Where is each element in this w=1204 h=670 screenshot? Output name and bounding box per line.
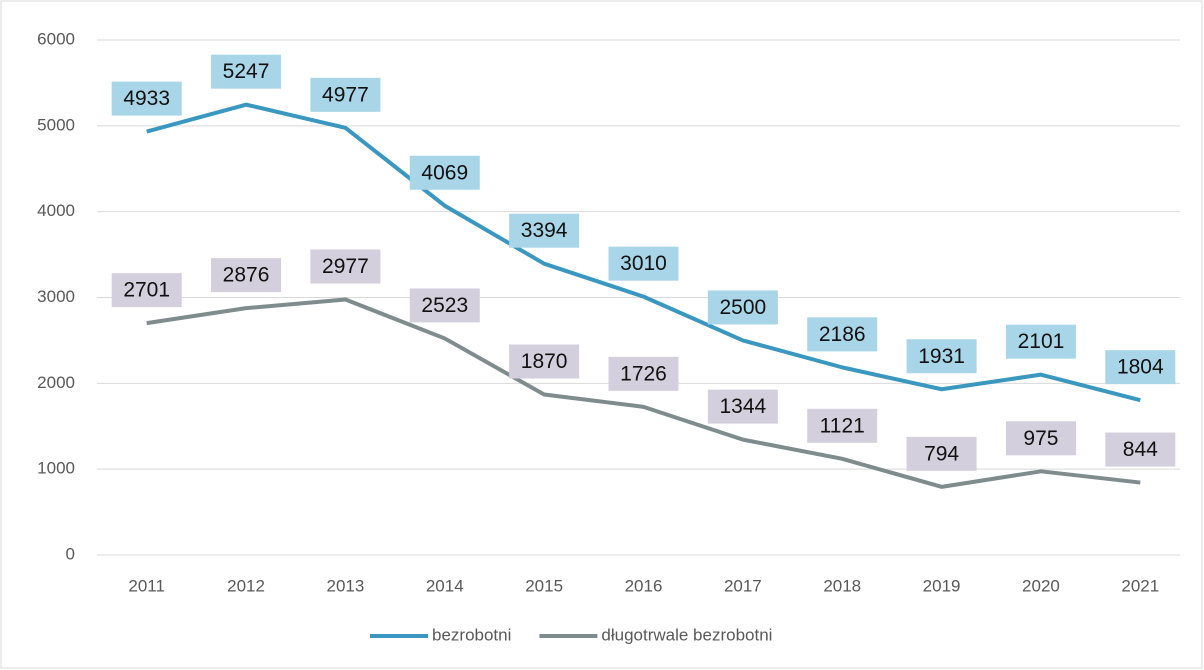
- data-label: 2701: [123, 279, 170, 302]
- data-label: 2500: [720, 296, 767, 319]
- data-label: 2101: [1018, 330, 1065, 353]
- data-label: 2876: [223, 264, 270, 287]
- x-tick-label: 2013: [326, 576, 364, 595]
- x-tick-label: 2021: [1121, 576, 1159, 595]
- data-label-box: [1005, 324, 1076, 359]
- data-label: 2186: [819, 323, 866, 346]
- data-label: 844: [1123, 438, 1158, 461]
- data-label: 1726: [620, 362, 667, 385]
- data-label: 1870: [521, 350, 568, 373]
- x-tick-label: 2015: [525, 576, 563, 595]
- y-tick-label: 1000: [37, 459, 75, 478]
- data-label: 1121: [820, 414, 865, 437]
- data-label: 794: [924, 442, 959, 465]
- x-tick-label: 2020: [1022, 576, 1060, 595]
- data-label: 5247: [223, 60, 270, 83]
- data-label: 1344: [720, 395, 767, 418]
- x-tick-label: 2018: [823, 576, 861, 595]
- y-tick-label: 4000: [37, 201, 75, 220]
- data-label-box: [608, 356, 679, 391]
- data-label-box: [1105, 432, 1176, 467]
- data-label: 2977: [322, 255, 369, 278]
- x-tick-label: 2016: [625, 576, 663, 595]
- series-line: [146, 102, 1141, 403]
- data-label-box: [906, 339, 977, 374]
- y-tick-label: 3000: [37, 287, 75, 306]
- data-label-box: [608, 246, 679, 281]
- legend-label: bezrobotni: [432, 625, 511, 644]
- x-tick-label: 2012: [227, 576, 265, 595]
- data-label-box: [111, 273, 182, 308]
- data-label: 3394: [521, 219, 568, 242]
- data-label-box: [111, 81, 182, 116]
- data-label: 4933: [123, 87, 170, 110]
- data-label-box: [211, 54, 282, 89]
- data-label-box: [509, 213, 580, 248]
- x-tick-label: 2011: [128, 576, 165, 595]
- data-label-box: [310, 77, 381, 112]
- data-label-box: [807, 408, 878, 443]
- x-tick-label: 2019: [923, 576, 961, 595]
- data-label-box: [211, 258, 282, 293]
- data-label: 4069: [421, 161, 468, 184]
- y-tick-label: 5000: [37, 115, 75, 134]
- y-tick-label: 2000: [37, 373, 75, 392]
- y-tick-label: 0: [66, 544, 75, 563]
- data-label-box: [906, 436, 977, 471]
- series-line: [146, 297, 1141, 489]
- data-label-box: [509, 344, 580, 379]
- data-label-box: [707, 290, 778, 325]
- data-label-box: [310, 249, 381, 284]
- data-label: 4977: [322, 83, 369, 106]
- data-label: 1804: [1117, 356, 1164, 379]
- data-label-box: [1105, 350, 1176, 385]
- x-tick-label: 2017: [724, 576, 762, 595]
- y-tick-label: 6000: [37, 29, 75, 48]
- data-label: 975: [1023, 427, 1058, 450]
- data-label: 2523: [421, 294, 468, 317]
- x-tick-label: 2014: [426, 576, 464, 595]
- data-label-box: [807, 317, 878, 352]
- data-label-box: [409, 155, 480, 190]
- legend-label: długotrwale bezrobotni: [601, 625, 772, 644]
- data-label-box: [409, 288, 480, 323]
- data-label: 1931: [918, 345, 965, 368]
- data-label-box: [1005, 421, 1076, 456]
- data-label-box: [707, 389, 778, 424]
- data-label: 3010: [620, 252, 667, 275]
